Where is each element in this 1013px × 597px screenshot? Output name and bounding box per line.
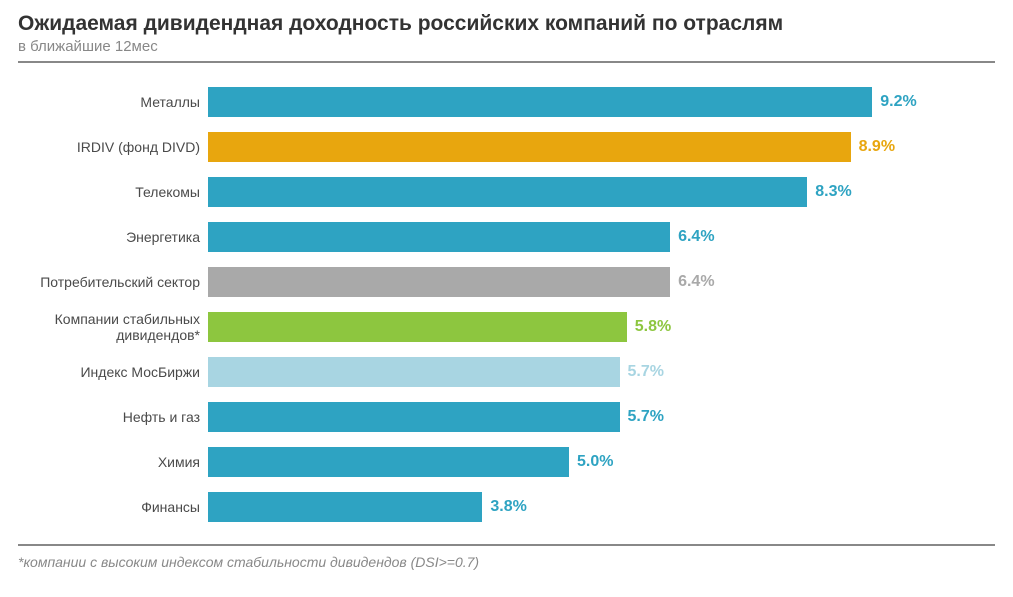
bar-fill [208, 312, 627, 342]
bar-label: Энергетика [28, 229, 208, 245]
bar-fill [208, 357, 620, 387]
bar-track: 5.7% [208, 351, 930, 393]
bar-fill [208, 402, 620, 432]
bar-track: 6.4% [208, 261, 930, 303]
bar-fill [208, 222, 670, 252]
chart-header: Ожидаемая дивидендная доходность российс… [18, 12, 995, 63]
bar-row: Энергетика 6.4% [28, 216, 930, 258]
bar-row: Химия 5.0% [28, 441, 930, 483]
bar-track: 5.0% [208, 441, 930, 483]
bar-label: Потребительский сектор [28, 274, 208, 290]
bar-label: Нефть и газ [28, 409, 208, 425]
bar-track: 8.9% [208, 126, 930, 168]
bar-fill [208, 87, 872, 117]
bar-value: 6.4% [678, 228, 714, 246]
bar-row: IRDIV (фонд DIVD) 8.9% [28, 126, 930, 168]
chart-subtitle: в ближайшие 12мес [18, 38, 995, 55]
bar-row: Телекомы 8.3% [28, 171, 930, 213]
bar-row: Нефть и газ 5.7% [28, 396, 930, 438]
bar-value: 6.4% [678, 273, 714, 291]
chart-title: Ожидаемая дивидендная доходность российс… [18, 12, 995, 36]
bar-track: 8.3% [208, 171, 930, 213]
bar-label: IRDIV (фонд DIVD) [28, 139, 208, 155]
bar-value: 8.3% [815, 183, 851, 201]
bar-row: Индекс МосБиржи 5.7% [28, 351, 930, 393]
bar-row: Металлы 9.2% [28, 81, 930, 123]
bar-row: Финансы 3.8% [28, 486, 930, 528]
bar-label: Финансы [28, 499, 208, 515]
bar-value: 5.7% [628, 408, 664, 426]
bar-fill [208, 177, 807, 207]
bar-fill [208, 492, 482, 522]
bar-label: Индекс МосБиржи [28, 364, 208, 380]
bar-track: 5.7% [208, 396, 930, 438]
bar-track: 5.8% [208, 306, 930, 348]
bar-track: 3.8% [208, 486, 930, 528]
bar-fill [208, 132, 851, 162]
bar-chart: Металлы 9.2% IRDIV (фонд DIVD) 8.9% Телекомы… [18, 81, 995, 528]
bar-value: 8.9% [859, 138, 895, 156]
bar-label: Металлы [28, 94, 208, 110]
chart-footnote: *компании с высоким индексом стабильност… [18, 554, 995, 570]
bar-value: 5.7% [628, 363, 664, 381]
bar-track: 9.2% [208, 81, 930, 123]
bar-row: Компании стабильных дивидендов* 5.8% [28, 306, 930, 348]
bar-track: 6.4% [208, 216, 930, 258]
bar-value: 5.0% [577, 453, 613, 471]
chart-footer: *компании с высоким индексом стабильност… [18, 544, 995, 570]
bar-value: 3.8% [490, 498, 526, 516]
bar-value: 9.2% [880, 93, 916, 111]
bar-label: Химия [28, 454, 208, 470]
bar-label: Компании стабильных дивидендов* [28, 311, 208, 343]
bar-value: 5.8% [635, 318, 671, 336]
bar-row: Потребительский сектор 6.4% [28, 261, 930, 303]
bar-fill [208, 447, 569, 477]
bar-fill [208, 267, 670, 297]
bar-label: Телекомы [28, 184, 208, 200]
